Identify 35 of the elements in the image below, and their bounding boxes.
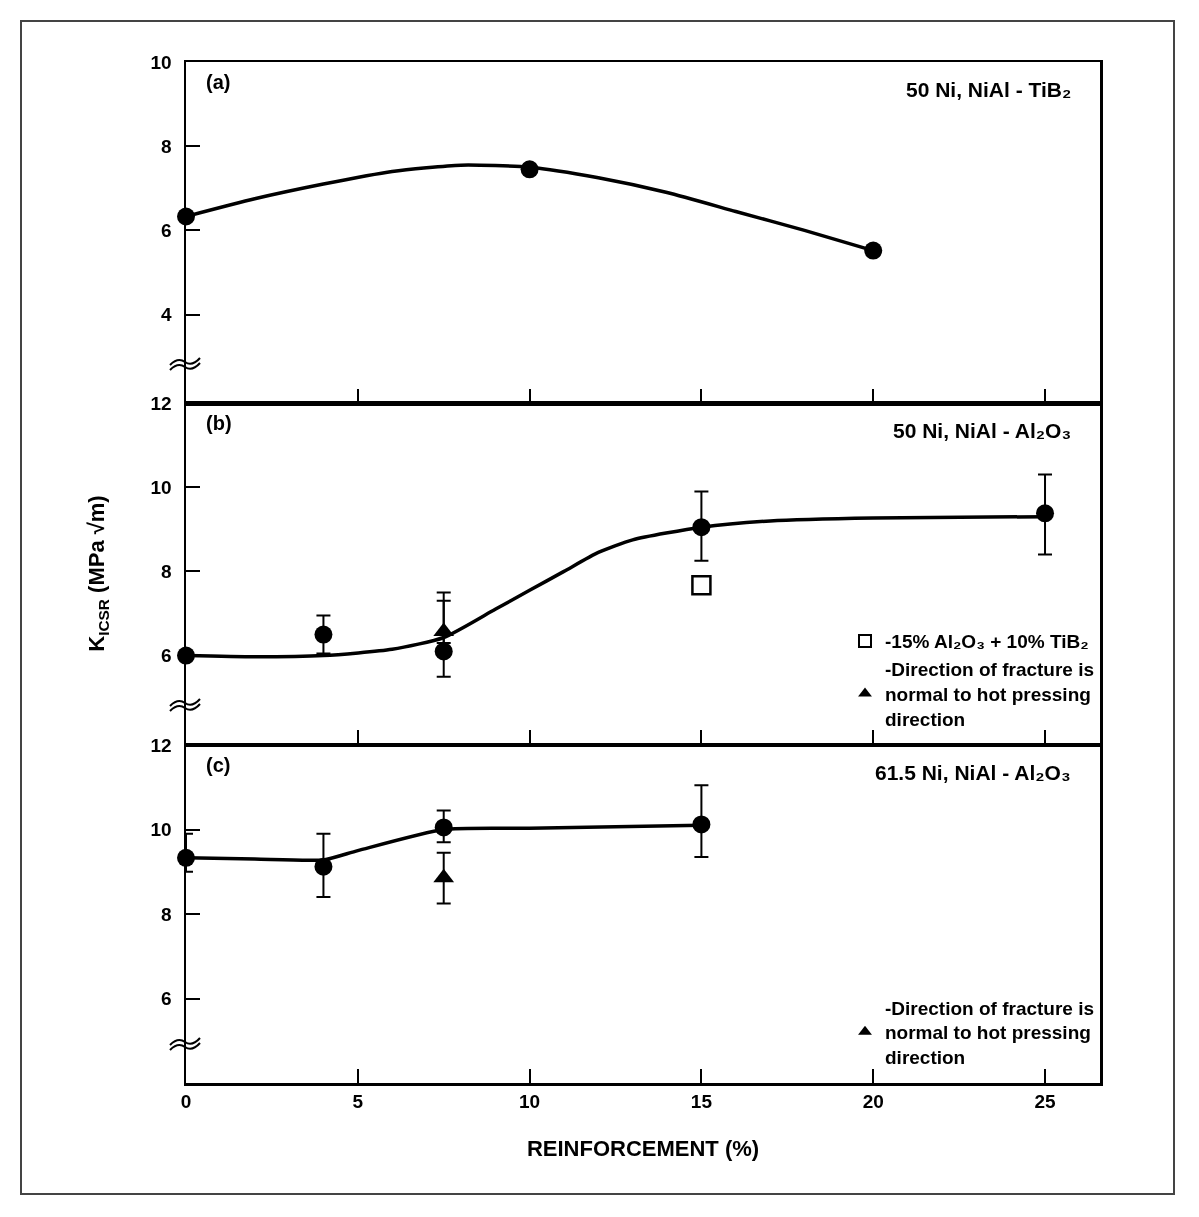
x-axis-title: REINFORCEMENT (%)	[526, 1136, 760, 1162]
y-tick-label: 4	[161, 304, 173, 326]
y-tick-label: 10	[150, 476, 172, 498]
text: 50 Ni, NiAl - Al₂O₃	[893, 419, 1072, 442]
point	[691, 575, 712, 596]
point	[314, 625, 333, 644]
text: 50 Ni, NiAl - TiB₂	[906, 78, 1072, 101]
y-tick-label: 8	[161, 135, 172, 157]
point	[864, 241, 883, 260]
y-tick-label: 6	[161, 220, 172, 242]
y-tick-label: 8	[161, 561, 172, 583]
y-tick-label: 8	[161, 903, 172, 925]
x-tick-label: 5	[352, 1091, 364, 1113]
x-tick-label: 15	[690, 1091, 713, 1113]
annotation: (c)	[206, 754, 231, 776]
point	[692, 518, 711, 537]
point	[434, 642, 453, 661]
legend-label: -Direction of fracture is normal to hot pressing direction	[885, 659, 1095, 730]
point	[1036, 504, 1055, 523]
x-tick-label: 25	[1034, 1091, 1057, 1113]
legend-label: -Direction of fracture is normal to hot pressing direction	[885, 997, 1095, 1068]
point	[520, 160, 539, 179]
y-tick-label: 10	[150, 51, 172, 73]
y-tick-label: 12	[150, 392, 172, 414]
legend-label: -15% Al₂O₃ + 10% TiB₂	[885, 631, 1089, 653]
x-tick-label: 20	[862, 1091, 884, 1113]
text: 61.5 Ni, NiAl - Al₂O₃	[875, 761, 1071, 784]
y-tick-label: 10	[150, 819, 172, 841]
y-tick-label: 12	[150, 734, 172, 756]
annotation: (a)	[206, 71, 231, 93]
annotation: (b)	[206, 412, 232, 434]
x-tick-label: 0	[180, 1091, 192, 1113]
y-tick-label: 6	[161, 645, 172, 667]
x-tick-label: 10	[519, 1091, 541, 1113]
y-tick-label: 6	[161, 988, 172, 1010]
